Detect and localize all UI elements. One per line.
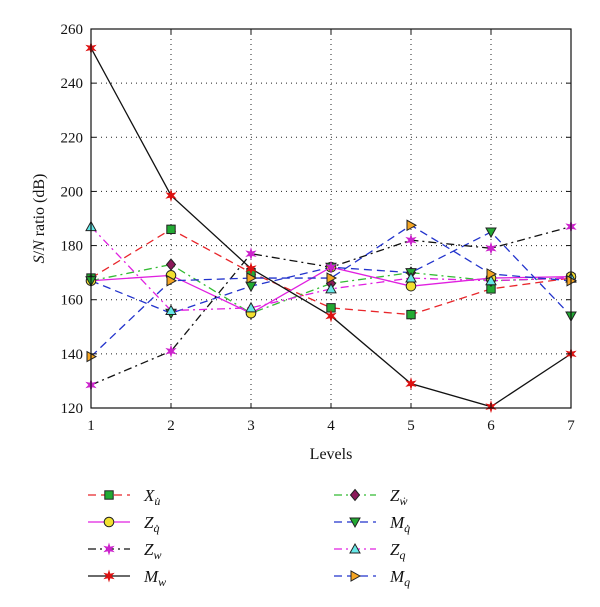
- legend-item-2: Zq̇: [88, 513, 159, 535]
- data-point: [486, 268, 498, 280]
- legend-swatch-marker: [103, 542, 115, 556]
- legend-label: Zẇ: [390, 486, 407, 508]
- legend-label: Mq̇: [389, 513, 410, 535]
- y-axis-title: S/N ratio (dB): [31, 174, 48, 264]
- x-tick-label: 1: [87, 418, 95, 434]
- legend-label: Xu̇: [143, 486, 160, 508]
- y-tick-label: 160: [61, 293, 84, 309]
- y-tick-label: 200: [61, 184, 84, 200]
- data-point: [245, 301, 257, 313]
- data-point: [405, 233, 417, 247]
- data-point: [165, 258, 177, 271]
- data-point: [326, 272, 338, 284]
- data-point: [485, 241, 497, 255]
- legend-item-5: Zq: [334, 540, 405, 562]
- legend-label: Zw: [144, 540, 161, 562]
- data-point: [245, 281, 257, 293]
- y-tick-label: 240: [61, 76, 84, 92]
- x-tick-label: 2: [167, 418, 175, 434]
- legend-item-3: Mq̇: [334, 513, 410, 535]
- legend-item-4: Zw: [88, 540, 161, 562]
- data-point: [405, 377, 417, 391]
- legend-label: Mq: [389, 567, 410, 589]
- y-tick-label: 220: [61, 130, 84, 146]
- legend-item-7: Mq: [334, 567, 410, 589]
- y-tick-label: 120: [61, 401, 84, 417]
- x-axis-title: Levels: [310, 446, 353, 463]
- data-point: [485, 274, 497, 286]
- data-point: [325, 309, 337, 323]
- data-point: [325, 260, 337, 274]
- x-tick-label: 5: [407, 418, 415, 434]
- data-point: [165, 344, 177, 358]
- data-point: [405, 280, 417, 292]
- legend-item-1: Zẇ: [334, 486, 407, 508]
- series-line-6: [90, 47, 572, 408]
- legend-label: Mw: [143, 567, 166, 589]
- series-lines: [90, 47, 572, 408]
- legend-swatch-marker: [349, 488, 361, 502]
- legend-swatch-marker: [349, 542, 361, 554]
- legend: Xu̇ Zẇ Zq̇ Mq̇ Zw Zq Mw Mq: [88, 486, 410, 589]
- legend-label: Zq̇: [144, 513, 159, 535]
- data-point: [405, 272, 417, 283]
- data-point: [245, 262, 257, 276]
- data-point: [166, 224, 176, 235]
- x-tick-label: 4: [327, 418, 335, 434]
- y-tick-label: 260: [61, 22, 84, 38]
- tick-labels: 1 2 3 4 5 6 7 120 140 160 180 200 220 240 260: [61, 22, 576, 434]
- data-point: [325, 282, 337, 294]
- legend-label: Zq: [390, 540, 405, 562]
- series-markers: [85, 41, 578, 414]
- x-tick-label: 3: [247, 418, 255, 434]
- data-point: [165, 188, 177, 203]
- y-tick-label: 180: [61, 239, 84, 255]
- x-tick-label: 7: [567, 418, 575, 434]
- x-tick-label: 6: [487, 418, 495, 434]
- legend-item-6: Mw: [88, 567, 166, 589]
- legend-item-0: Xu̇: [88, 486, 160, 508]
- data-point: [165, 304, 177, 316]
- data-point: [485, 227, 497, 239]
- y-tick-label: 140: [61, 347, 84, 363]
- data-point: [166, 274, 178, 287]
- axis-ticks: [90, 28, 572, 409]
- legend-swatch-marker: [349, 517, 361, 529]
- legend-swatch-marker: [350, 570, 362, 582]
- legend-swatch-marker: [103, 516, 115, 528]
- data-point: [246, 272, 258, 284]
- grid: [91, 29, 571, 408]
- legend-swatch-marker: [103, 569, 115, 583]
- data-point: [406, 219, 418, 232]
- plot-frame: [90, 28, 572, 409]
- data-point: [245, 247, 257, 261]
- data-point: [406, 309, 416, 320]
- legend-swatch-marker: [104, 490, 114, 500]
